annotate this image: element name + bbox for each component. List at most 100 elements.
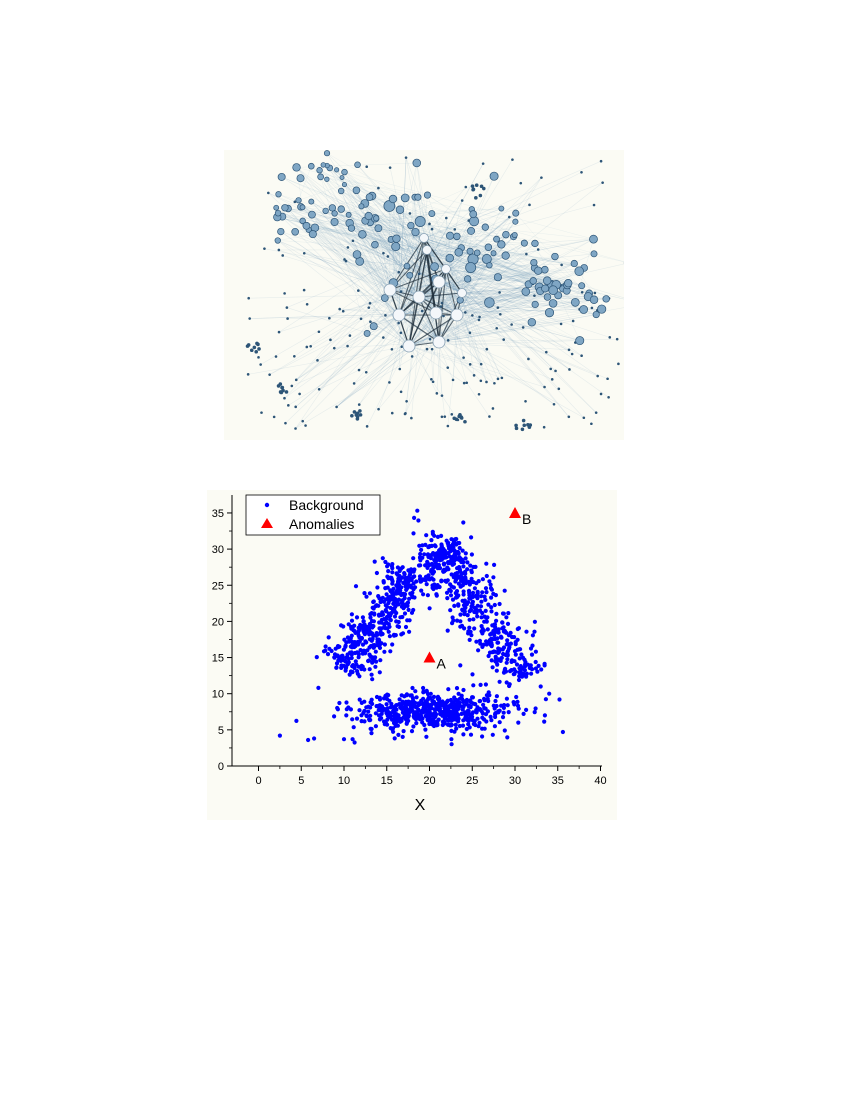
network-edge [408, 313, 501, 347]
background-point [362, 591, 367, 596]
network-edge [426, 249, 480, 321]
network-edge [334, 213, 568, 286]
background-point [449, 572, 454, 577]
network-edge [398, 314, 504, 340]
network-edge [302, 207, 440, 343]
background-point [450, 711, 455, 716]
network-edge [389, 206, 400, 316]
background-point [362, 708, 367, 714]
background-point [422, 552, 427, 557]
background-point [373, 655, 378, 660]
background-point [417, 555, 423, 560]
background-point [391, 595, 396, 600]
background-point [499, 655, 504, 660]
background-point [403, 575, 408, 580]
background-point [470, 710, 476, 715]
background-point [470, 672, 475, 677]
network-node [502, 230, 510, 239]
background-point [424, 709, 430, 715]
background-point [385, 626, 390, 631]
network-edge [418, 262, 534, 298]
background-point [374, 659, 379, 664]
network-hub-node [441, 264, 451, 274]
background-point [450, 545, 455, 550]
background-point [445, 565, 450, 570]
background-point [371, 633, 376, 638]
network-node [260, 411, 263, 414]
network-node [350, 413, 354, 418]
network-node [496, 377, 500, 381]
background-point [411, 724, 416, 729]
background-point [465, 613, 470, 618]
network-node [352, 186, 361, 195]
background-point [424, 582, 429, 587]
network-edge [392, 198, 437, 314]
background-point [464, 602, 469, 607]
network-node [484, 243, 493, 251]
network-edge [435, 268, 447, 314]
network-node [257, 356, 260, 359]
network-node [277, 227, 285, 236]
network-edge [398, 157, 407, 316]
background-point [435, 696, 440, 701]
scatter-chart: 0 5 10 15 20 25 30 35 40 0 5 10 15 20 25 30 35 X Backgr… [207, 490, 617, 820]
network-node [263, 247, 266, 250]
background-point [404, 584, 410, 589]
background-point [402, 611, 408, 616]
network-node [440, 394, 444, 397]
background-point [466, 629, 471, 634]
background-point [323, 644, 328, 649]
network-edge [438, 287, 565, 343]
background-point [497, 601, 502, 607]
network-node [322, 207, 329, 215]
background-point [427, 721, 432, 727]
network-edge [344, 259, 400, 316]
background-point [374, 570, 379, 576]
network-edge [408, 253, 527, 347]
network-edge [405, 197, 541, 292]
background-point [505, 657, 510, 662]
network-node [592, 203, 596, 207]
background-point [354, 615, 360, 620]
x-tick-label: 5 [298, 775, 304, 787]
network-edge [400, 312, 437, 392]
network-edge [488, 247, 554, 291]
network-node [386, 255, 390, 258]
network-hub-node [419, 233, 429, 243]
network-node [521, 326, 525, 329]
background-point [435, 584, 441, 589]
legend-marker-anomalies [261, 518, 273, 528]
background-point [349, 624, 354, 629]
background-point [463, 551, 468, 556]
background-point [456, 551, 461, 556]
network-edge [445, 212, 516, 270]
background-point [504, 642, 509, 647]
background-point [516, 677, 522, 683]
background-point [337, 700, 342, 706]
network-node [615, 337, 619, 341]
network-edge [374, 218, 420, 298]
network-hub-node [429, 306, 443, 320]
network-node [430, 227, 434, 231]
network-edge [445, 268, 526, 292]
background-point [530, 633, 535, 638]
network-edge [423, 237, 563, 290]
network-node [308, 230, 317, 239]
background-point [490, 637, 495, 642]
network-node [442, 314, 445, 318]
background-point [380, 595, 385, 600]
network-node [453, 228, 457, 231]
background-point [500, 626, 505, 631]
network-node [617, 362, 620, 366]
network-node [302, 221, 311, 230]
network-edge [351, 228, 410, 347]
background-point [434, 723, 439, 728]
network-node [246, 373, 250, 376]
background-point [497, 679, 502, 684]
background-point [492, 633, 497, 638]
background-point [407, 572, 412, 577]
background-point [459, 711, 464, 716]
background-point [439, 557, 444, 562]
network-node [578, 282, 586, 290]
background-point [399, 604, 404, 609]
